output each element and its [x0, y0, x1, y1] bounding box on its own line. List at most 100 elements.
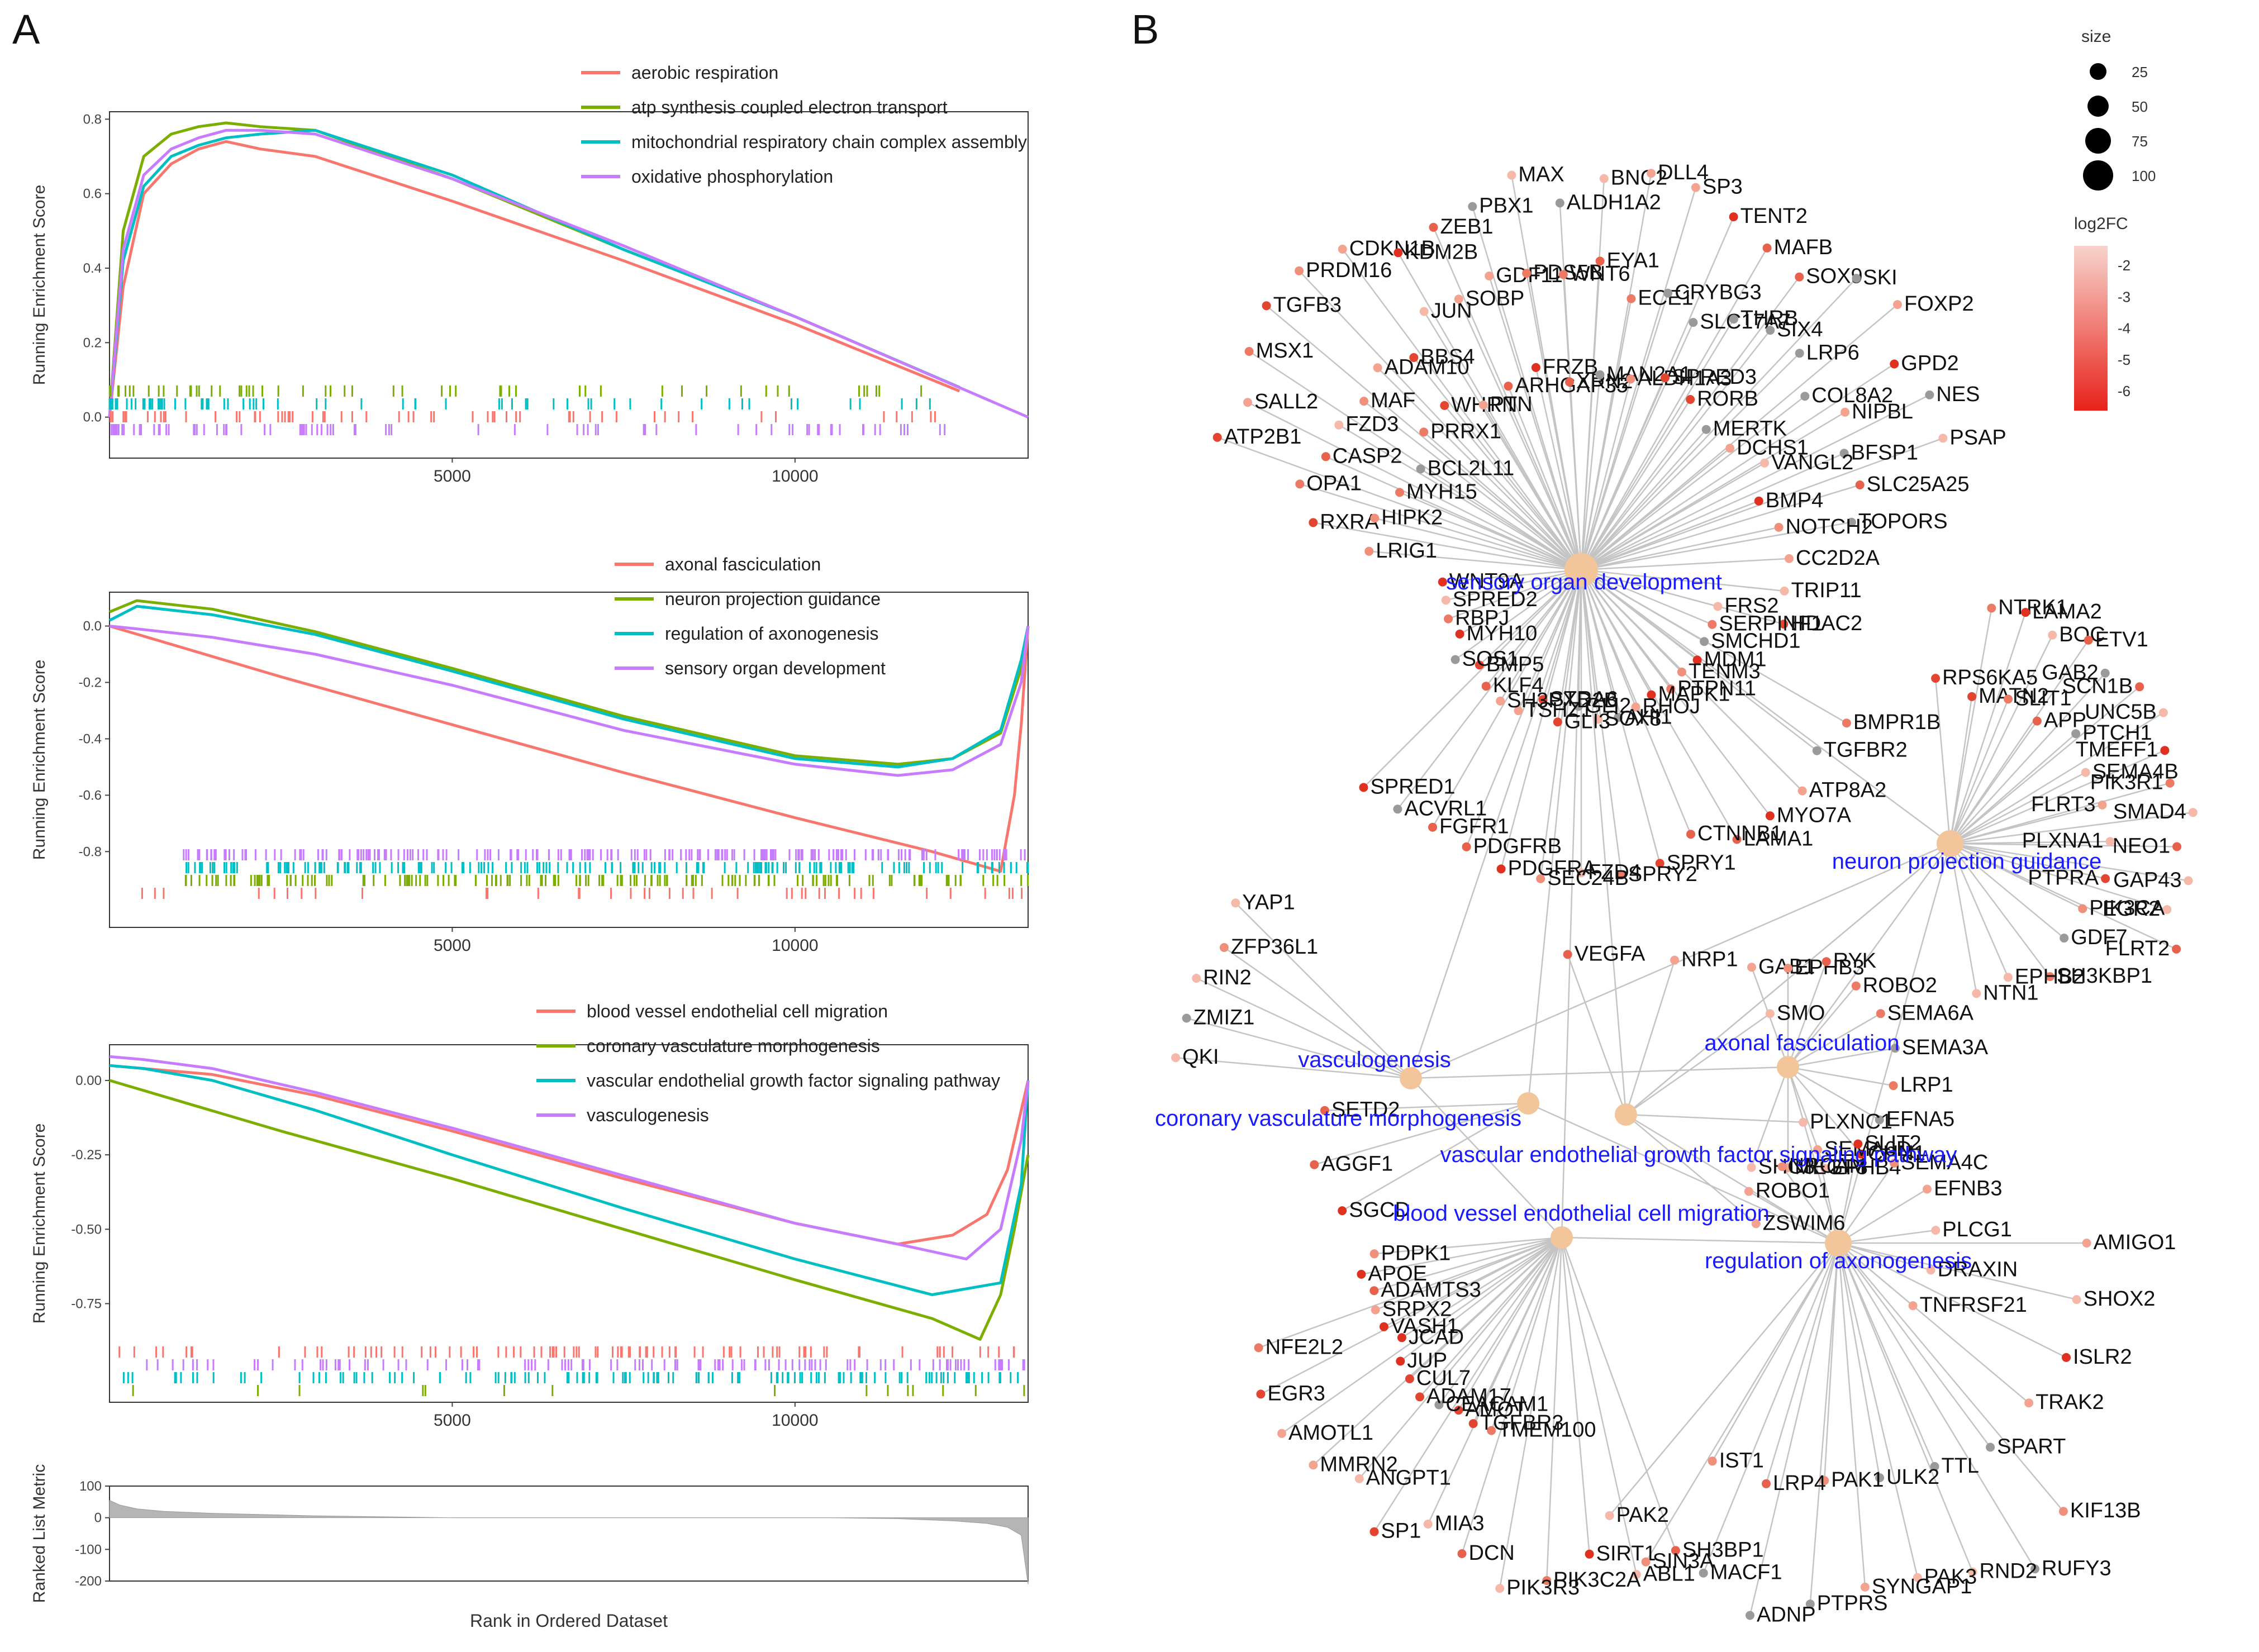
y-tick-label: -0.8: [79, 844, 102, 859]
gene-node: [1514, 706, 1523, 716]
network-edge: [1458, 1237, 1563, 1411]
network-edge: [1459, 569, 1582, 635]
gene-label: TNFRSF21: [1920, 1293, 2027, 1317]
gene-label: SOS1: [1462, 648, 1519, 671]
gene-label: AMOTL1: [1288, 1421, 1373, 1445]
gene-node: [1423, 1520, 1433, 1529]
gene-node: [1930, 1461, 1939, 1471]
network-edge: [1645, 1242, 1839, 1563]
gene-node: [1553, 717, 1562, 727]
gene-label: SH3KBP1: [2057, 964, 2152, 988]
network-edge: [1787, 1066, 1894, 1087]
gene-label: SIX4: [1777, 318, 1823, 341]
hub-label: coronary vasculature morphogenesis: [1155, 1106, 1521, 1131]
gene-label: AGGF1: [1321, 1153, 1393, 1176]
gene-node: [1555, 198, 1564, 208]
gene-label: HDAC2: [1790, 612, 1862, 635]
gene-node: [2105, 837, 2115, 846]
network-edge: [1580, 318, 1734, 570]
gene-label: MYO7A: [1777, 803, 1852, 827]
network-edge: [1781, 1166, 1839, 1244]
gsea-panel-2-frame: [109, 592, 1029, 928]
gene-node: [1842, 718, 1851, 728]
network-edge: [1838, 1242, 2029, 1404]
gene-node: [1890, 359, 1899, 369]
gene-label: MYH10: [1467, 622, 1538, 645]
gene-label: FLRT3: [2031, 793, 2095, 816]
network-edge: [1581, 521, 1852, 571]
network-edge: [1837, 1242, 1881, 1478]
gene-node: [2184, 876, 2193, 885]
gene-label: LRP1: [1900, 1073, 1953, 1097]
gene-label: DLL4: [1658, 161, 1709, 184]
gene-node: [1542, 1576, 1552, 1586]
gene-node: [1972, 989, 1981, 998]
x-tick-label: 5000: [434, 936, 471, 955]
hub-node: [1825, 1230, 1852, 1256]
gene-label: EPHB2: [2015, 965, 2085, 988]
gene-label: TOPORS: [1858, 510, 1948, 534]
gene-label: PDPK1: [1381, 1241, 1451, 1265]
gene-node: [1853, 1139, 1863, 1149]
gene-node: [1481, 682, 1491, 691]
gene-node: [1454, 1406, 1463, 1415]
color-legend-label: -3: [2118, 288, 2130, 305]
network-edge: [1581, 363, 1895, 571]
network-edge: [1837, 1242, 2036, 1569]
series-line-3: [109, 1064, 1030, 1296]
gene-node: [1444, 614, 1453, 623]
gene-node: [1744, 1187, 1753, 1196]
network-edge: [1561, 569, 1582, 1238]
network-edge: [1581, 569, 1713, 625]
gene-node: [1691, 183, 1700, 192]
gene-node: [1765, 811, 1775, 821]
y-tick-label: -200: [75, 1574, 102, 1589]
network-edge: [1247, 402, 1582, 571]
gene-label: SCN1B: [2062, 674, 2133, 698]
gene-label: LRIG1: [1376, 539, 1437, 563]
network-edge: [1949, 696, 1973, 844]
gene-label: SPRY1: [1667, 851, 1736, 874]
network-edge: [1442, 569, 1582, 583]
network-edge: [1313, 522, 1582, 571]
gene-label: XRN2: [1576, 370, 1633, 393]
gene-node: [2188, 808, 2198, 817]
gene-label: MAN2A1: [1607, 363, 1692, 386]
gene-node: [2004, 694, 2013, 704]
network-edge: [1363, 569, 1582, 788]
gene-label: ALDH1A3: [1638, 366, 1732, 390]
gene-label: SLC17A7: [1700, 310, 1791, 334]
network-edge: [1838, 1242, 1931, 1271]
network-edge: [1838, 1242, 2064, 1512]
gene-label: SMCHD1: [1711, 629, 1800, 653]
network-edge: [1438, 1237, 1563, 1406]
network-edge: [1361, 1236, 1562, 1275]
network-edge: [1299, 483, 1582, 571]
gene-label: RUFY3: [2042, 1556, 2111, 1580]
gene-node: [1595, 370, 1605, 379]
gene-label: TENM3: [1689, 660, 1761, 683]
gene-node: [1616, 870, 1626, 879]
gene-node: [1379, 1322, 1388, 1331]
gene-label: ADAM17: [1426, 1384, 1511, 1408]
gene-label: NRP1: [1681, 948, 1738, 972]
gene-node: [1851, 981, 1861, 991]
gene-node: [2032, 716, 2042, 726]
y-tick-label: -0.4: [79, 731, 102, 746]
network-edge: [1949, 673, 2106, 844]
gene-node: [1438, 577, 1447, 587]
network-edge: [1488, 275, 1582, 570]
gene-label: SPART: [1997, 1435, 2066, 1459]
network-edge: [1949, 843, 2051, 977]
network-edge: [1580, 298, 1632, 570]
gsea-ylabel-1: Running Enrichment Score: [30, 185, 49, 385]
gene-node: [1847, 517, 1856, 527]
network-edge: [1266, 305, 1582, 570]
gene-label: STRA6: [1550, 687, 1618, 711]
gene-node: [2058, 1507, 2068, 1516]
hub-label: blood vessel endothelial cell migration: [1393, 1201, 1770, 1226]
gene-node: [1369, 1286, 1379, 1296]
network-edge: [1342, 249, 1582, 570]
network-edge: [1949, 843, 1977, 994]
